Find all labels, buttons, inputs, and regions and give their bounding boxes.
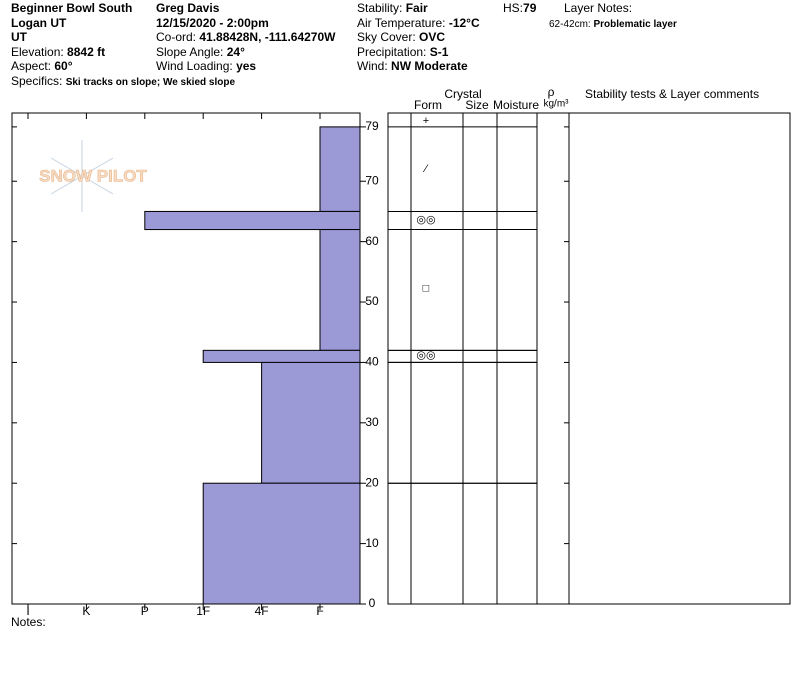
y-tick-label: 30 (365, 415, 379, 429)
table-header: Form (414, 98, 442, 112)
field-label: Co-ord: (156, 30, 196, 44)
y-tick-label: 70 (365, 173, 379, 187)
field: Aspect: 60° (11, 59, 73, 73)
hardness-bar (202, 349, 361, 363)
field-value: 24° (227, 45, 245, 59)
y-tick-label: 40 (365, 355, 379, 369)
field-value: -12°C (449, 16, 480, 30)
field: Air Temperature: -12°C (357, 16, 480, 30)
layer-note-text: Problematic layer (593, 19, 676, 30)
field-label: Wind Loading: (156, 59, 233, 73)
field-label: Precipitation: (357, 45, 426, 59)
y-tick-label: 10 (365, 536, 379, 550)
x-tick-label: 4F (255, 604, 269, 618)
range: Logan UT (11, 16, 67, 30)
field: Specifics: Ski tracks on slope; We skied… (11, 74, 235, 88)
field-value: S-1 (430, 45, 449, 59)
field-label: Stability: (357, 1, 402, 15)
layer-note-range: 62-42cm: (549, 19, 591, 30)
hardness-bar (261, 361, 361, 484)
hs: HS:79 (503, 1, 537, 15)
field-value: 60° (54, 59, 72, 73)
field-value: NW Moderate (391, 59, 468, 73)
field: Sky Cover: OVC (357, 30, 445, 44)
x-tick-label: 1F (196, 604, 210, 618)
hardness-bar (202, 482, 361, 605)
field-label: Wind: (357, 59, 388, 73)
field: Stability: Fair (357, 1, 428, 15)
field-value: yes (236, 59, 256, 73)
grain-form: □ (423, 283, 430, 295)
field: Co-ord: 41.88428N, -111.64270W (156, 30, 336, 44)
field: Slope Angle: 24° (156, 45, 245, 59)
observer: Greg Davis (156, 1, 220, 15)
field: Wind Loading: yes (156, 59, 256, 73)
field-label: Slope Angle: (156, 45, 223, 59)
notes-label: Notes: (11, 615, 46, 629)
x-tick-label: I (26, 604, 29, 618)
x-tick-label: F (316, 604, 323, 618)
y-tick-label: 0 (369, 596, 376, 610)
hardness-bar (319, 229, 361, 351)
table-header: kg/m³ (544, 99, 570, 110)
table-header: Size (465, 98, 489, 112)
table-header: Crystal (444, 87, 481, 101)
field: Precipitation: S-1 (357, 45, 449, 59)
watermark-flake (50, 140, 114, 212)
grain-form: ◎◎ (416, 214, 435, 226)
field-value: 8842 ft (67, 45, 105, 59)
layer-notes-title: Layer Notes: (564, 1, 632, 15)
field-label: Elevation: (11, 45, 64, 59)
table-header: Moisture (493, 98, 539, 112)
field-value: Fair (406, 1, 428, 15)
grain-form: ◎◎ (416, 350, 435, 362)
field-label: Specifics: (11, 74, 62, 88)
x-tick-label: K (82, 604, 90, 618)
layer-note: 62-42cm: Problematic layer (549, 19, 677, 30)
field-value: 79 (523, 1, 537, 15)
table-header: Stability tests & Layer comments (585, 87, 759, 101)
field-label: HS: (503, 1, 523, 15)
grain-form: + (423, 115, 429, 127)
datetime: 12/15/2020 - 2:00pm (156, 16, 269, 30)
site: Beginner Bowl South (11, 1, 132, 15)
y-tick-label: 60 (365, 234, 379, 248)
field-label: Aspect: (11, 59, 51, 73)
field: Elevation: 8842 ft (11, 45, 105, 59)
field-value: OVC (419, 30, 445, 44)
state: UT (11, 30, 28, 44)
table-frame (387, 112, 791, 605)
y-tick-label: 50 (365, 294, 379, 308)
y-tick-label: 20 (365, 475, 379, 489)
field-label: Air Temperature: (357, 16, 445, 30)
table-header: ρ (548, 85, 555, 99)
field-value: Ski tracks on slope; We skied slope (66, 77, 236, 88)
hardness-bar (144, 210, 361, 231)
y-tick-label: 79 (365, 119, 379, 133)
field-value: 41.88428N, -111.64270W (199, 30, 336, 44)
grain-form: ⁄ (422, 163, 429, 175)
watermark: SNOW PILOT (39, 166, 147, 185)
hardness-bar (319, 126, 361, 212)
field-label: Sky Cover: (357, 30, 416, 44)
field: Wind: NW Moderate (357, 59, 468, 73)
x-tick-label: P (141, 604, 149, 618)
